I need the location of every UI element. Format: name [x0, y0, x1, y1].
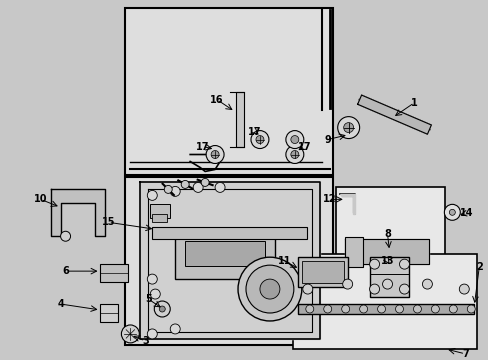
- Bar: [301, 261, 343, 283]
- Text: 5: 5: [144, 294, 151, 304]
- Bar: [297, 257, 347, 287]
- Circle shape: [159, 306, 165, 312]
- Bar: [297, 304, 473, 314]
- Circle shape: [170, 186, 180, 196]
- Polygon shape: [339, 194, 354, 214]
- Bar: [125, 8, 332, 175]
- Circle shape: [250, 131, 268, 149]
- Bar: [100, 264, 128, 282]
- Circle shape: [413, 305, 421, 313]
- Circle shape: [290, 150, 298, 158]
- Bar: [344, 237, 362, 267]
- Bar: [369, 257, 408, 297]
- Circle shape: [215, 183, 224, 192]
- Circle shape: [170, 324, 180, 334]
- Text: 4: 4: [57, 299, 64, 309]
- Circle shape: [377, 305, 385, 313]
- Bar: [152, 227, 306, 239]
- Circle shape: [201, 179, 209, 186]
- Text: 8: 8: [383, 229, 390, 239]
- Circle shape: [206, 145, 224, 163]
- Circle shape: [323, 305, 331, 313]
- Polygon shape: [51, 189, 105, 236]
- Circle shape: [369, 284, 379, 294]
- Circle shape: [211, 150, 219, 158]
- Text: 13: 13: [380, 256, 393, 266]
- Circle shape: [285, 131, 303, 149]
- Circle shape: [467, 305, 474, 313]
- Text: 14: 14: [459, 208, 472, 218]
- Circle shape: [150, 289, 160, 299]
- Circle shape: [302, 284, 312, 294]
- Text: 3: 3: [142, 336, 148, 346]
- Circle shape: [255, 136, 264, 144]
- Bar: [125, 177, 332, 345]
- Bar: [175, 234, 274, 279]
- Circle shape: [382, 279, 392, 289]
- Text: 17: 17: [248, 127, 261, 136]
- Circle shape: [285, 145, 303, 163]
- Polygon shape: [344, 239, 428, 264]
- Bar: [292, 254, 476, 349]
- Circle shape: [395, 305, 403, 313]
- Circle shape: [147, 329, 157, 339]
- Circle shape: [305, 305, 313, 313]
- Text: 11: 11: [278, 256, 291, 266]
- Circle shape: [154, 301, 170, 317]
- Circle shape: [341, 305, 349, 313]
- Bar: [150, 204, 170, 218]
- Text: 16: 16: [210, 95, 224, 105]
- Circle shape: [260, 279, 279, 299]
- Circle shape: [147, 190, 157, 201]
- Circle shape: [444, 204, 459, 220]
- Circle shape: [238, 257, 301, 321]
- Circle shape: [422, 279, 431, 289]
- Circle shape: [181, 180, 189, 188]
- Circle shape: [430, 305, 439, 313]
- Bar: [335, 188, 445, 267]
- Circle shape: [164, 185, 172, 193]
- Circle shape: [337, 117, 359, 139]
- Text: 10: 10: [34, 194, 47, 204]
- Text: 15: 15: [102, 217, 115, 227]
- Circle shape: [343, 123, 353, 132]
- Circle shape: [193, 183, 203, 192]
- Text: 6: 6: [62, 266, 69, 276]
- Text: 17: 17: [196, 141, 209, 152]
- Circle shape: [359, 305, 367, 313]
- Circle shape: [399, 284, 408, 294]
- Circle shape: [448, 305, 456, 313]
- Circle shape: [399, 259, 408, 269]
- Text: 12: 12: [322, 194, 336, 204]
- Bar: [100, 304, 118, 322]
- Circle shape: [245, 265, 293, 313]
- Bar: [236, 92, 244, 147]
- Circle shape: [290, 136, 298, 144]
- Circle shape: [147, 274, 157, 284]
- Circle shape: [448, 209, 454, 215]
- Polygon shape: [140, 183, 319, 339]
- Polygon shape: [357, 95, 430, 134]
- Circle shape: [342, 279, 352, 289]
- Text: 2: 2: [475, 262, 482, 272]
- Text: 1: 1: [410, 98, 417, 108]
- Circle shape: [369, 259, 379, 269]
- Circle shape: [121, 325, 139, 343]
- Bar: [152, 214, 167, 222]
- Text: 17: 17: [298, 141, 311, 152]
- Bar: [185, 241, 264, 266]
- Circle shape: [458, 284, 468, 294]
- Circle shape: [61, 231, 70, 241]
- Text: 7: 7: [461, 349, 468, 359]
- Text: 9: 9: [324, 135, 330, 145]
